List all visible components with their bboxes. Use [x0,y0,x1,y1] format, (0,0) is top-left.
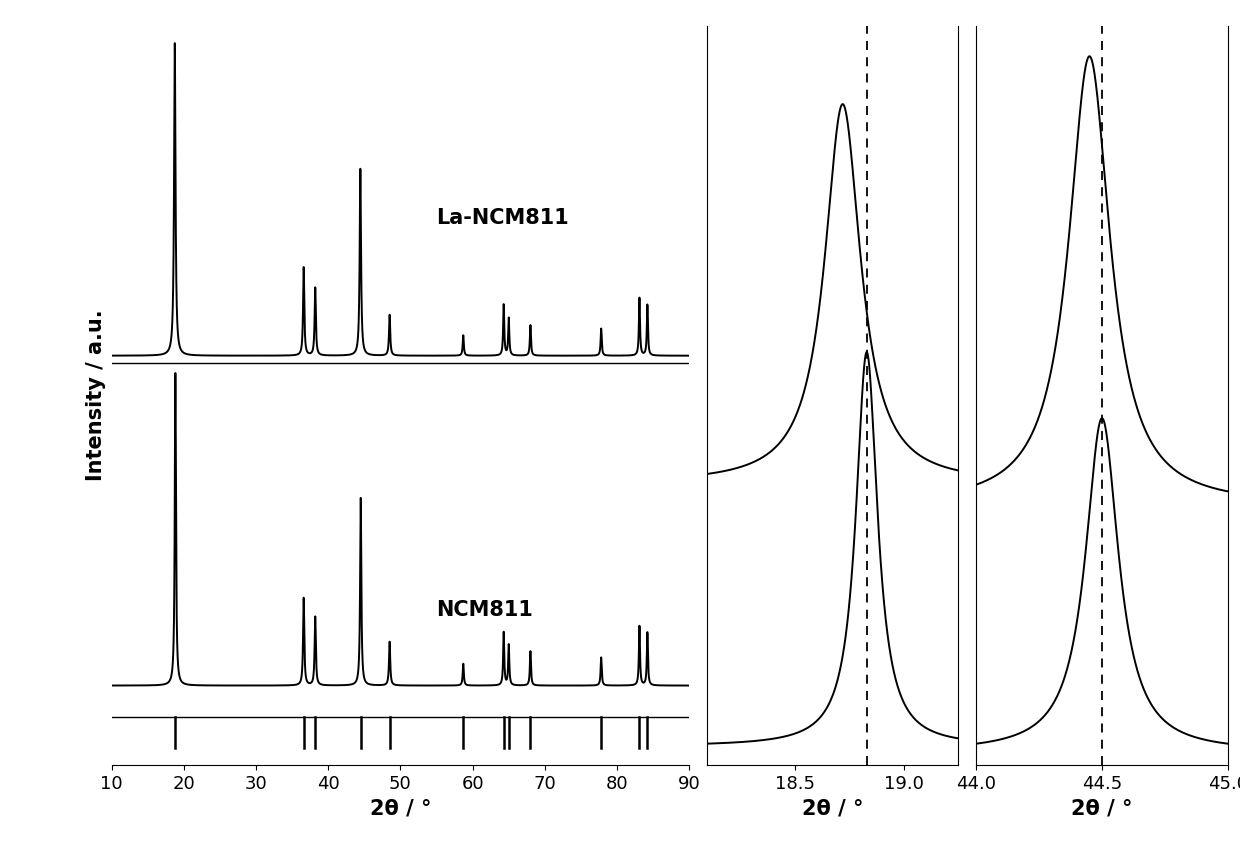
X-axis label: 2θ / °: 2θ / ° [370,799,432,819]
X-axis label: 2θ / °: 2θ / ° [802,799,863,819]
Text: La-NCM811: La-NCM811 [436,208,569,228]
X-axis label: 2θ / °: 2θ / ° [1071,799,1133,819]
Text: NCM811: NCM811 [436,600,533,620]
Y-axis label: Intensity / a.u.: Intensity / a.u. [86,310,107,482]
